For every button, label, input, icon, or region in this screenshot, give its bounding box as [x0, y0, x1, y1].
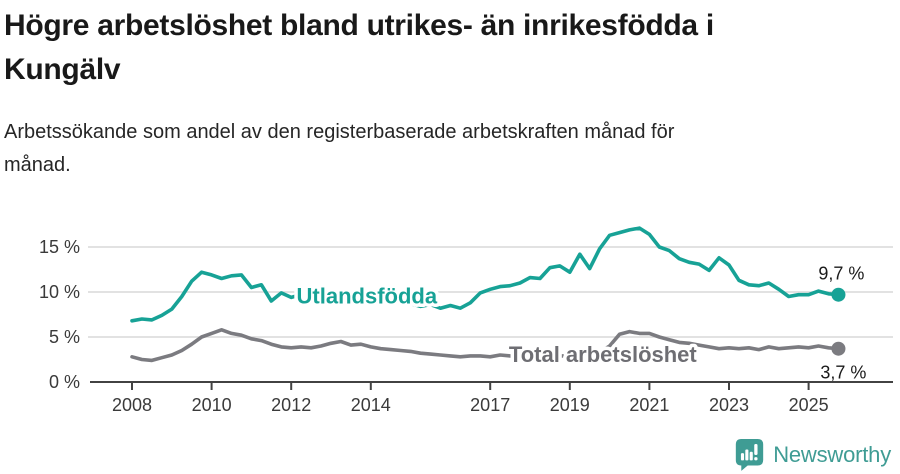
newsworthy-pin-chart-icon [736, 439, 764, 471]
series-end-dot [831, 287, 846, 302]
y-axis-tick-label: 15 % [39, 237, 80, 257]
x-axis-tick-label: 2021 [629, 395, 669, 415]
x-axis-tick-label: 2023 [709, 395, 749, 415]
series-end-value-label: 9,7 % [818, 264, 864, 284]
page-title-line-1: Högre arbetslöshet bland utrikes- än inr… [4, 9, 714, 42]
series-label: Utlandsfödda [297, 284, 438, 309]
x-axis-tick-label: 2019 [550, 395, 590, 415]
newsworthy-wordmark: Newsworthy [773, 441, 891, 467]
page-subtitle: Arbetssökande som andel av den registerb… [4, 116, 864, 182]
page-title-line-2: Kungälv [4, 53, 121, 86]
series-label: Total arbetslöshet [509, 342, 698, 367]
y-axis-tick-label: 0 % [49, 372, 80, 392]
x-axis-tick-label: 2010 [192, 395, 232, 415]
page-subtitle-line-1: Arbetssökande som andel av den registerb… [4, 121, 675, 143]
x-axis-tick-label: 2012 [271, 395, 311, 415]
page-title: Högre arbetslöshet bland utrikes- än inr… [4, 4, 864, 92]
y-axis-tick-label: 5 % [49, 327, 80, 347]
x-axis-tick-label: 2014 [351, 395, 391, 415]
x-axis-tick-label: 2025 [789, 395, 829, 415]
chart-svg: 0 % 5 % 10 % 15 % 2008 2010 2012 2014 2017 2019 20… [39, 226, 893, 415]
page-subtitle-line-2: månad. [4, 154, 71, 176]
series-end-value-label: 3,7 % [820, 363, 866, 383]
y-axis-tick-label: 10 % [39, 282, 80, 302]
unemployment-line-chart: 0 % 5 % 10 % 15 % 2008 2010 2012 2014 2017 2019 20… [0, 195, 900, 427]
newsworthy-logo: Newsworthy [734, 438, 891, 471]
x-axis-tick-label: 2017 [470, 395, 510, 415]
series-end-dot [831, 341, 846, 356]
series-line-total-arbetsl-shet [130, 328, 841, 363]
x-axis-tick-label: 2008 [112, 395, 152, 415]
series-line-utlandsf-dda [130, 226, 841, 323]
